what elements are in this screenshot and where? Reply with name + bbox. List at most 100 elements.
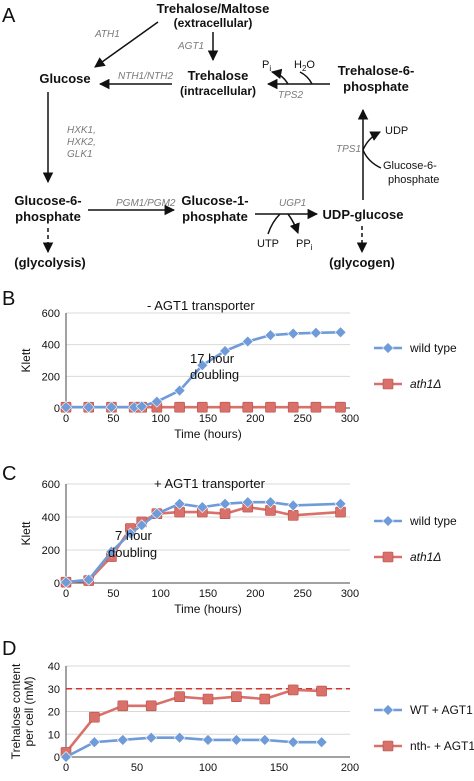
- chart-c-annotation-title: + AGT1 transporter: [154, 476, 266, 491]
- chart-b-plot: 0 50 100 150 200 250 300 0 200 400 600 Time (hours)…: [19, 308, 457, 441]
- panel-label-d: D: [2, 638, 16, 660]
- series-line-a: [65, 736, 322, 759]
- chart-b-annotation-title: - AGT1 transporter: [147, 298, 255, 313]
- data-point: [287, 499, 300, 512]
- data-point: [82, 573, 95, 586]
- cofactor-pi: Pi: [262, 59, 271, 73]
- legend-swatch-marker: [382, 342, 394, 354]
- x-tick-label: 0: [63, 762, 69, 774]
- cofactor-h2o: H2O: [294, 59, 315, 73]
- y-tick-label: 0: [54, 752, 60, 764]
- series-line-b: [64, 688, 322, 754]
- data-point: [287, 401, 299, 413]
- data-point: [89, 711, 100, 723]
- y-tick-label: 200: [42, 545, 60, 557]
- y-tick-label: 600: [42, 479, 60, 491]
- data-point: [264, 496, 277, 509]
- y-tick-label: 30: [48, 684, 60, 696]
- data-point: [242, 401, 254, 413]
- data-point: [264, 329, 277, 342]
- y-tick-label: 20: [48, 707, 60, 719]
- chart-d-plot: 0 50 100 150 200 0 10 20 30 40 Trehalose content pe…: [9, 661, 474, 774]
- data-point: [219, 401, 231, 413]
- node-trehalose-extracellular: Trehalose/Maltose: [157, 1, 270, 16]
- y-axis-title: per cell (mM): [22, 676, 36, 746]
- enzyme-agt1: AGT1: [177, 41, 204, 52]
- data-point: [124, 527, 137, 540]
- x-tick-label: 200: [341, 762, 359, 774]
- data-point: [241, 335, 254, 348]
- data-point: [135, 519, 148, 532]
- x-axis-title: Time (hours): [174, 427, 242, 441]
- y-tick-label: 400: [42, 512, 60, 524]
- data-point: [82, 401, 95, 414]
- x-tick-label: 300: [341, 413, 359, 425]
- data-point: [287, 327, 300, 340]
- data-point: [60, 751, 72, 763]
- data-point: [173, 497, 186, 510]
- panel-b: B 0 50 100 150 200 250 300 0 200 400 600 Time (hour…: [2, 288, 457, 441]
- y-tick-label: 0: [54, 578, 60, 590]
- arrow-pi-release: [270, 68, 289, 85]
- data-point: [310, 401, 322, 413]
- data-point: [258, 734, 271, 746]
- data-point: [265, 401, 276, 413]
- chart-c-annotation-doubling: 7 hour: [115, 528, 153, 543]
- y-tick-label: 200: [42, 371, 60, 383]
- data-point: [202, 693, 214, 705]
- data-point: [334, 326, 347, 339]
- arrow-udp-release: [362, 131, 381, 151]
- x-axis-title: Time (hours): [174, 602, 242, 616]
- node-glucose-6-phosphate-line2: phosphate: [15, 209, 81, 224]
- node-glycolysis: (glycolysis): [14, 255, 86, 270]
- data-point: [287, 684, 299, 696]
- y-tick-label: 10: [48, 729, 60, 741]
- x-tick-label: 50: [131, 762, 143, 774]
- data-point: [230, 734, 243, 746]
- cofactor-g6p: Glucose-6-: [383, 160, 437, 172]
- data-point: [150, 395, 163, 408]
- panel-d: D 0 50 100 150 200 0 10 20 30 40 Trehalose content…: [2, 638, 474, 774]
- node-glycogen: (glycogen): [329, 255, 395, 270]
- x-tick-label: 300: [341, 588, 359, 600]
- x-tick-label: 200: [246, 413, 264, 425]
- panel-c: C 0 50 100 150 200 250 300 0 200 400 600 Time (hour…: [2, 463, 457, 616]
- data-point: [145, 731, 158, 744]
- enzyme-tps2: TPS2: [278, 90, 303, 101]
- data-point: [287, 510, 299, 521]
- data-point: [287, 736, 300, 749]
- arrow-g6p-input: [362, 149, 382, 169]
- legend-label: wild type: [409, 514, 457, 528]
- enzyme-ugp1: UGP1: [279, 198, 306, 209]
- x-tick-label: 100: [199, 762, 217, 774]
- legend-label: ath1Δ: [410, 377, 441, 391]
- data-point: [174, 691, 185, 703]
- data-point: [219, 345, 231, 357]
- y-tick-label: 0: [54, 403, 60, 415]
- y-axis-title: Klett: [19, 521, 33, 546]
- data-point: [316, 685, 327, 697]
- node-trehalose-intracellular-sub: (intracellular): [180, 84, 256, 98]
- x-tick-label: 150: [199, 413, 217, 425]
- data-point: [135, 400, 148, 413]
- enzyme-pgm: PGM1/PGM2: [116, 198, 176, 209]
- legend-swatch-marker: [382, 740, 394, 752]
- cofactor-ppi: PPi: [296, 238, 313, 252]
- node-trehalose-6-phosphate-line2: phosphate: [343, 79, 409, 94]
- y-tick-label: 400: [42, 340, 60, 352]
- data-point: [196, 359, 209, 372]
- y-tick-label: 600: [42, 308, 60, 320]
- data-point: [174, 401, 185, 413]
- arrow-ath1: [94, 21, 159, 68]
- chart-c-annotation-doubling-line2: doubling: [108, 545, 157, 560]
- arrow-h2o-input: [299, 71, 313, 85]
- node-glucose-6-phosphate: Glucose-6-: [14, 193, 81, 208]
- data-point: [219, 497, 231, 510]
- enzyme-glk1: GLK1: [67, 149, 93, 160]
- legend-label: ath1Δ: [410, 550, 441, 564]
- arrow-utp-input: [267, 213, 281, 235]
- enzyme-ath1: ATH1: [94, 29, 120, 40]
- data-point: [173, 384, 186, 397]
- data-point: [197, 401, 208, 413]
- x-tick-label: 150: [199, 588, 217, 600]
